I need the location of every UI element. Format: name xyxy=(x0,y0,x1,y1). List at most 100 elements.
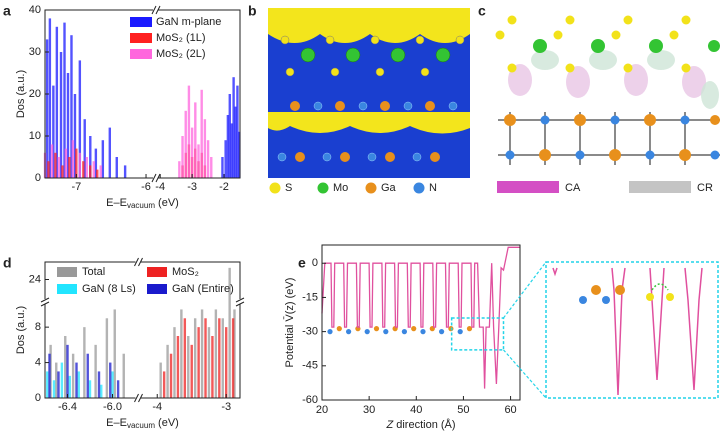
legend-label: Ga xyxy=(381,182,397,194)
dos-spike xyxy=(173,327,176,398)
slab-atom xyxy=(364,329,370,335)
dos-spike xyxy=(101,140,105,178)
dos-spike xyxy=(162,371,166,398)
dos-spike xyxy=(45,39,49,179)
dos-spike xyxy=(75,148,78,178)
dos-spike xyxy=(226,115,230,178)
axis-break xyxy=(134,393,143,403)
dos-spike xyxy=(123,165,127,178)
y-tick-label: 0 xyxy=(35,392,41,404)
dos-spike xyxy=(66,73,70,178)
dos-spike xyxy=(225,327,228,398)
legend-swatch xyxy=(147,267,167,277)
mo-atoms xyxy=(300,47,451,63)
legend-label: MoS₂ (1L) xyxy=(156,32,206,44)
legend-label: GaN (Entire) xyxy=(172,283,234,295)
x-axis-label: Z direction (Å) xyxy=(385,418,455,431)
dos-spike xyxy=(97,371,101,398)
dos-spike xyxy=(100,384,103,398)
y-tick-label: 4 xyxy=(35,356,41,368)
dos-spike xyxy=(115,157,118,178)
y-tick-label: 24 xyxy=(29,273,41,285)
y-axis-label: Dos (a.u.) xyxy=(15,70,27,118)
dos-spike xyxy=(57,157,61,178)
dos-spike xyxy=(184,110,187,178)
dos-spike xyxy=(166,344,169,398)
panel-label: b xyxy=(248,3,257,19)
dos-spike xyxy=(116,380,120,398)
dos-spike xyxy=(187,85,191,178)
legend-label: Mo xyxy=(333,182,348,194)
x-axis-label: E–Evacuum (eV) xyxy=(106,417,179,430)
ga-atoms xyxy=(504,114,720,161)
axis-break xyxy=(235,297,245,307)
axis-break-gap xyxy=(153,5,158,15)
dos-spike xyxy=(92,161,95,178)
dos-spike xyxy=(88,380,92,398)
dos-spike xyxy=(211,336,214,398)
legend-swatch xyxy=(57,284,77,294)
dos-spike xyxy=(218,318,221,398)
slab-atom xyxy=(327,329,333,335)
legend-swatch xyxy=(147,284,167,294)
slab-atom xyxy=(383,329,389,335)
legend-atom xyxy=(413,182,425,194)
dos-spike xyxy=(111,371,114,398)
dos-spike xyxy=(64,336,67,398)
dos-spike xyxy=(54,152,57,178)
dos-spike xyxy=(203,119,207,178)
slab-atom xyxy=(420,329,426,335)
dos-spike xyxy=(234,106,237,178)
dos-spike xyxy=(230,123,233,178)
dos-spike xyxy=(55,362,58,398)
dos-spike xyxy=(59,52,63,178)
dos-spike xyxy=(232,77,235,178)
legend-atom xyxy=(269,182,281,194)
n-atoms xyxy=(505,115,720,160)
axis-break-gap xyxy=(153,173,158,183)
x-tick-label: 60 xyxy=(504,404,516,416)
slab-atom xyxy=(411,326,417,332)
dos-spike xyxy=(48,353,51,398)
x-tick-label: -6.0 xyxy=(103,401,122,413)
dos-spike xyxy=(181,136,184,178)
n-atoms xyxy=(277,101,458,162)
slab-atom xyxy=(466,326,473,332)
dos-spike xyxy=(207,327,211,398)
dos-spike xyxy=(105,318,109,398)
dos-spike xyxy=(60,362,64,398)
y-axis-label: Potential V̄(z) (eV) xyxy=(283,278,296,368)
dos-spike xyxy=(180,309,183,398)
legend-label: N xyxy=(429,182,437,194)
axis-break-gap xyxy=(135,257,141,267)
x-tick-label: 50 xyxy=(457,404,469,416)
x-axis-label: E–Evacuum (eV) xyxy=(106,197,179,210)
slab-atom xyxy=(457,329,463,335)
ga-atoms xyxy=(290,101,440,162)
legend-swatch xyxy=(629,181,691,193)
dos-spike xyxy=(183,318,187,398)
dos-spike xyxy=(224,140,227,178)
legend-atom xyxy=(365,182,377,194)
x-axis-label-part: E–E xyxy=(106,417,127,429)
dos-spike xyxy=(194,102,197,178)
x-axis-label-part: Z xyxy=(385,419,394,431)
dos-spike xyxy=(108,127,111,178)
dos-spike xyxy=(73,94,77,178)
dos-spike xyxy=(68,157,71,178)
dos-spike xyxy=(78,60,82,178)
dos-spike xyxy=(61,165,64,178)
dos-spike xyxy=(109,362,112,398)
dos-spike xyxy=(187,336,190,398)
dos-spike xyxy=(86,353,89,398)
dos-spike xyxy=(64,148,68,178)
zoom-inset xyxy=(545,261,719,399)
dos-spike xyxy=(75,362,78,398)
slab-atom xyxy=(373,326,380,332)
x-tick-label: -7 xyxy=(71,181,81,193)
x-tick-label: -3 xyxy=(221,401,231,413)
dos-spike xyxy=(82,161,85,178)
dos-spike xyxy=(99,165,102,178)
dos-spike xyxy=(236,85,239,178)
